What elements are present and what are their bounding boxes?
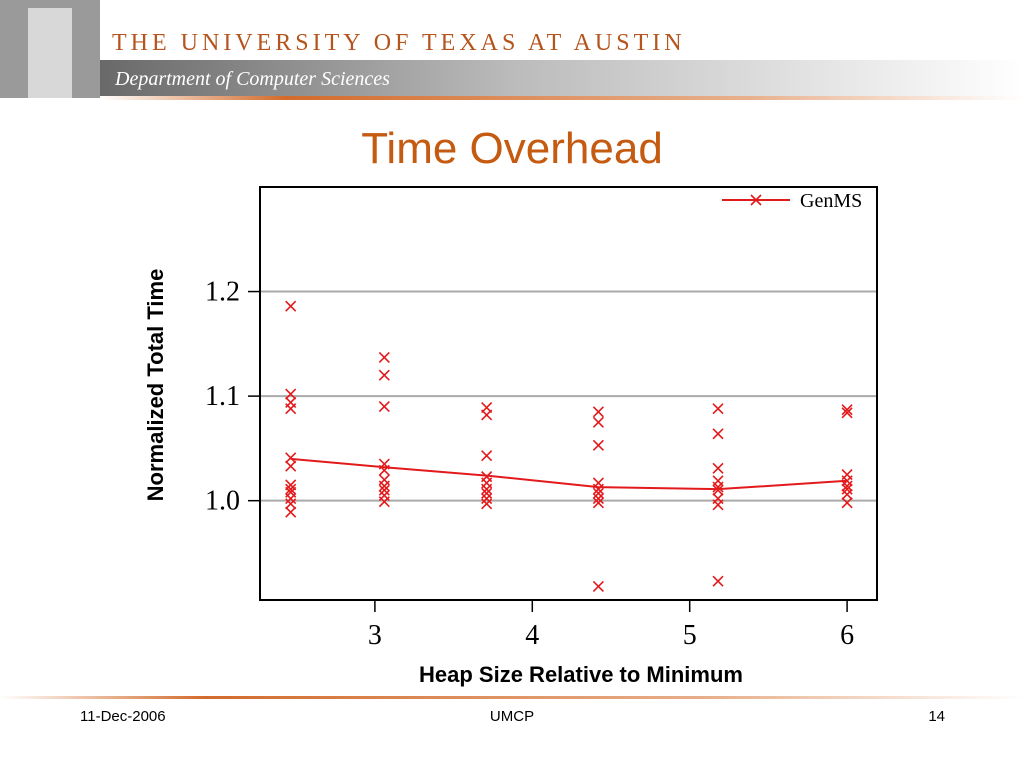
header-band [0, 60, 1024, 96]
footer-rule [0, 696, 1024, 699]
legend-label: GenMS [800, 190, 862, 212]
point [285, 460, 297, 472]
point [285, 300, 297, 312]
tower-image [28, 8, 72, 98]
point [712, 484, 724, 496]
series-line [290, 457, 848, 491]
slide-title: Time Overhead [361, 124, 663, 173]
x-tick-label: 4 [525, 620, 539, 651]
point [285, 388, 297, 400]
point [285, 452, 297, 464]
point [285, 493, 297, 505]
point [592, 580, 604, 592]
point [592, 416, 604, 428]
point [285, 483, 297, 495]
point [712, 403, 724, 415]
point [592, 493, 604, 505]
department-name: Department of Computer Sciences [114, 68, 390, 90]
point [481, 483, 493, 495]
y-tick-label: 1.1 [205, 381, 240, 412]
point [481, 409, 493, 421]
point [285, 506, 297, 518]
footer-date: 11-Dec-2006 [80, 708, 166, 725]
point [592, 439, 604, 451]
point [592, 406, 604, 418]
point [378, 369, 390, 381]
y-axis-label: Normalized Total Time [143, 269, 168, 502]
point [481, 498, 493, 510]
point [841, 488, 853, 500]
footer-page: 14 [928, 708, 945, 725]
y-tick-label: 1.2 [205, 277, 240, 308]
point [841, 407, 853, 419]
point [378, 351, 390, 363]
header-rule [100, 96, 1024, 100]
legend-marker [750, 194, 762, 206]
point [285, 403, 297, 415]
point [712, 428, 724, 440]
plot-frame [259, 186, 878, 601]
x-axis-label: Heap Size Relative to Minimum [419, 662, 743, 687]
point [481, 493, 493, 505]
point [378, 401, 390, 413]
point [378, 496, 390, 508]
point [712, 481, 724, 493]
point [592, 497, 604, 509]
point [378, 480, 390, 492]
point [841, 404, 853, 416]
point [712, 575, 724, 587]
point [378, 484, 390, 496]
y-tick-label: 1.0 [205, 486, 240, 517]
footer-center: UMCP [490, 708, 534, 725]
university-name: THE UNIVERSITY OF TEXAS AT AUSTIN [112, 30, 686, 56]
point [712, 499, 724, 511]
x-tick-label: 3 [368, 620, 382, 651]
point [841, 483, 853, 495]
x-tick-label: 5 [683, 620, 697, 651]
point [481, 487, 493, 499]
point [481, 450, 493, 462]
point [841, 480, 853, 492]
point [592, 487, 604, 499]
x-tick-label: 6 [840, 620, 854, 651]
point [285, 498, 297, 510]
point [841, 497, 853, 509]
point [712, 462, 724, 474]
